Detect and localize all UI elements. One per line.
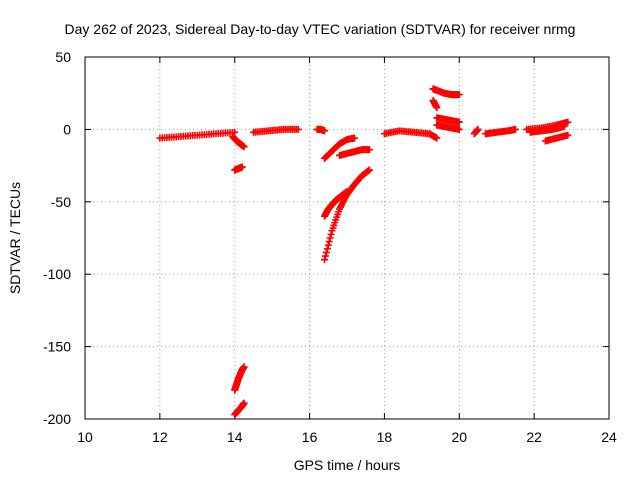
y-tick-label: 0: [63, 121, 71, 137]
data-point: [240, 399, 248, 407]
series-arc-b: [229, 133, 248, 151]
series-arc-m: [429, 85, 463, 99]
data-point: [564, 118, 572, 126]
series-arc-h: [321, 166, 373, 264]
x-tick-label: 24: [601, 429, 617, 445]
data-point: [321, 256, 329, 264]
series-arc-j: [321, 134, 358, 162]
series-arc-r: [481, 125, 519, 138]
data-point: [327, 230, 335, 238]
data-point: [326, 234, 334, 242]
series-arc-f: [249, 125, 302, 136]
data-point: [294, 125, 302, 133]
x-tick-label: 20: [451, 429, 467, 445]
x-tick-label: 12: [152, 429, 168, 445]
grid-lines: [85, 57, 609, 419]
data-point: [325, 238, 333, 246]
data-point: [365, 166, 373, 174]
data-point: [343, 188, 351, 196]
data-point: [321, 252, 329, 260]
data-point: [433, 104, 441, 112]
y-tick-label: 50: [55, 49, 71, 65]
series-arc-q: [470, 125, 482, 138]
x-tick-labels: 10 12 14 16 18 20 22 24: [77, 429, 617, 445]
data-point: [324, 241, 332, 249]
x-tick-label: 22: [526, 429, 542, 445]
y-tick-label: -100: [43, 266, 71, 282]
data-point: [474, 125, 482, 133]
data-point: [231, 128, 239, 136]
data-point: [455, 91, 463, 99]
data-point: [564, 131, 572, 139]
data-point: [238, 163, 246, 171]
x-axis-label: GPS time / hours: [294, 457, 401, 473]
series-arc-n: [429, 96, 441, 112]
series-arc-a: [156, 128, 239, 142]
series-arc-c: [231, 163, 246, 174]
plot-frame: [84, 56, 610, 420]
y-tick-labels: -200 -150 -100 -50 0 50: [43, 49, 71, 427]
data-point: [240, 363, 248, 371]
series-arc-o: [433, 114, 463, 126]
data-point: [455, 118, 463, 126]
series-arc-g: [313, 125, 329, 135]
series-arc-e: [231, 399, 248, 419]
data-point: [560, 123, 568, 131]
data-point: [323, 245, 331, 253]
x-tick-label: 18: [377, 429, 393, 445]
series-arc-d: [231, 363, 248, 394]
data-point: [511, 125, 519, 133]
y-tick-label: -150: [43, 339, 71, 355]
x-tick-label: 14: [227, 429, 243, 445]
series-arc-i: [321, 188, 351, 220]
series-arc-k: [336, 146, 373, 159]
x-tick-label: 16: [302, 429, 318, 445]
data-point: [322, 248, 330, 256]
data-point: [321, 127, 329, 135]
series-arc-p: [433, 121, 463, 133]
x-tick-label: 10: [77, 429, 93, 445]
series-arc-u: [541, 131, 572, 145]
series-arc-t: [526, 123, 568, 136]
data-point: [455, 125, 463, 133]
data-point: [433, 134, 441, 142]
y-axis-label: SDTVAR / TECUs: [7, 182, 23, 294]
series-arc-l: [380, 127, 441, 142]
data-point: [365, 146, 373, 154]
y-tick-label: -50: [51, 194, 71, 210]
data-point: [350, 134, 358, 142]
chart-title: Day 262 of 2023, Sidereal Day-to-day VTE…: [65, 21, 576, 37]
data-points: [156, 85, 572, 419]
y-tick-label: -200: [43, 411, 71, 427]
data-point: [240, 143, 248, 151]
